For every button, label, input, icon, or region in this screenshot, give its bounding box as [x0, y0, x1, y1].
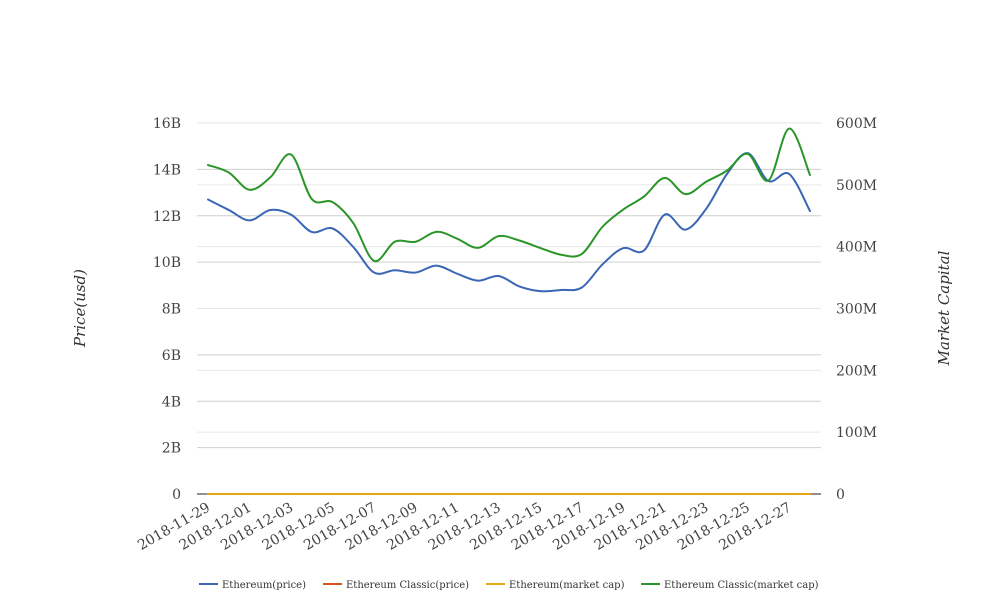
series-line-ethereum-classic-market-cap	[207, 127, 811, 263]
legend-item: Ethereum(price)	[199, 580, 306, 591]
legend-label: Ethereum Classic(market cap)	[664, 580, 819, 591]
series-lines	[207, 127, 811, 495]
legend-item: Ethereum(market cap)	[486, 580, 625, 591]
y-tick-label: 2B	[162, 441, 181, 457]
y2-tick-label: 500M	[836, 178, 877, 194]
series-line-ethereum-price	[207, 152, 811, 293]
y2-tick-label: 200M	[836, 363, 877, 379]
y2-axis-title: Market Capital	[935, 250, 953, 366]
y-tick-label: 16B	[153, 116, 181, 132]
y-tick-label: 8B	[162, 302, 181, 318]
y-tick-label: 6B	[162, 348, 181, 364]
y-tick-label: 4B	[162, 394, 181, 410]
y-tick-label: 12B	[153, 209, 181, 225]
legend: Ethereum(price) Ethereum Classic(price) Et…	[199, 580, 819, 591]
legend-label: Ethereum(price)	[222, 580, 306, 591]
y2-tick-label: 300M	[836, 302, 877, 318]
y-tick-label: 14B	[153, 162, 181, 178]
legend-label: Ethereum(market cap)	[509, 580, 625, 591]
y2-tick-label: 600M	[836, 116, 877, 132]
legend-label: Ethereum Classic(price)	[346, 580, 469, 591]
y-axis-title: Price(usd)	[71, 269, 89, 348]
y2-tick-label: 400M	[836, 240, 877, 256]
y-tick-label: 10B	[153, 255, 181, 271]
legend-item: Ethereum Classic(market cap)	[641, 580, 819, 591]
legend-item: Ethereum Classic(price)	[323, 580, 469, 591]
gridlines	[197, 122, 821, 449]
y-tick-label: 0	[172, 487, 181, 503]
y2-tick-label: 100M	[836, 425, 877, 441]
y2-tick-label: 0	[836, 487, 845, 503]
